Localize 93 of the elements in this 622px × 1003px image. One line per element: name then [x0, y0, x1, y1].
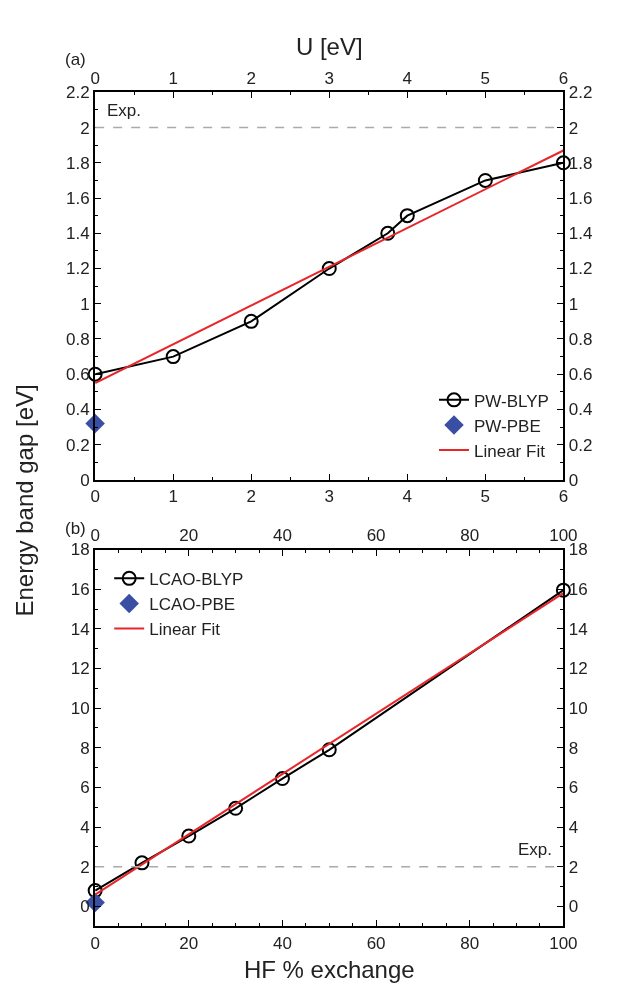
point: [87, 883, 103, 899]
point: [380, 225, 396, 241]
x-tick-label: 40: [272, 525, 292, 545]
y2-tick-label: 16: [568, 580, 588, 600]
point: [477, 172, 493, 188]
y2-tick-label: 2.2: [568, 83, 593, 103]
y-tick-label: 0.6: [66, 365, 90, 385]
y2-tick-label: 0.2: [568, 435, 593, 455]
legend-label: PW-BLYP: [474, 391, 549, 411]
ref-line-label: Exp.: [107, 101, 142, 120]
y-tick-label: 0: [80, 897, 90, 917]
y-tick-label: 0.8: [66, 329, 90, 349]
y-tick-label: 1: [80, 294, 90, 314]
point: [134, 855, 150, 871]
y2-tick-label: 1.8: [568, 153, 593, 173]
y-tick-label: 4: [80, 818, 90, 838]
y2-tick-label: 0.8: [568, 329, 593, 349]
y2-tick-label: 8: [568, 738, 579, 758]
ref-line-label: Exp.: [518, 840, 553, 859]
y2-tick-label: 12: [568, 659, 588, 679]
y-tick-label: 8: [80, 738, 90, 758]
point: [274, 771, 290, 787]
y-axis-title: Energy band gap [eV]: [10, 384, 38, 617]
x-tick-label: 6: [558, 68, 569, 88]
x2-tick-label: 4: [402, 487, 413, 507]
legend-label: LCAO-BLYP: [149, 569, 244, 589]
text: (a): [65, 50, 86, 69]
x2-tick-label: 5: [480, 487, 491, 507]
y2-tick-label: 1.2: [568, 259, 593, 279]
x2-axis-title: U [eV]: [295, 33, 363, 61]
point: [321, 742, 337, 758]
point: [399, 208, 415, 224]
y-tick-label: 6: [80, 778, 90, 798]
x2-tick-label: 1: [168, 487, 178, 507]
x-tick-label: 2: [246, 68, 256, 88]
y-tick-label: 0.2: [66, 435, 90, 455]
point: [321, 261, 337, 277]
point: [228, 800, 244, 816]
point: [243, 313, 259, 329]
y-tick-label: 2: [80, 118, 90, 138]
y2-tick-label: 18: [568, 540, 588, 560]
y-tick-label: 1.8: [66, 153, 90, 173]
y2-tick-label: 10: [568, 699, 588, 719]
y2-tick-label: 2: [568, 118, 579, 138]
x2-tick-label: 80: [460, 933, 480, 953]
y-tick-label: 0.4: [66, 400, 90, 420]
legend-label: Linear Fit: [149, 620, 221, 640]
y2-tick-label: 1.4: [568, 224, 593, 244]
y2-tick-label: 1: [568, 294, 579, 314]
x-tick-label: 20: [179, 525, 199, 545]
x-tick-label: 5: [480, 68, 491, 88]
x2-tick-label: 2: [246, 487, 256, 507]
y2-tick-label: 0.6: [568, 365, 593, 385]
y-tick-label: 1.4: [66, 224, 90, 244]
point: [555, 155, 571, 171]
point: [555, 582, 571, 598]
legend-label: Linear Fit: [474, 441, 546, 461]
x2-tick-label: 40: [272, 933, 292, 953]
y-tick-label: 14: [70, 619, 90, 639]
x-tick-label: 1: [168, 68, 178, 88]
y2-tick-label: 1.6: [568, 189, 593, 208]
y-tick-label: 16: [70, 580, 90, 600]
y-tick-label: 1.6: [66, 189, 90, 208]
y2-tick-label: 0: [568, 897, 579, 917]
y-tick-label: 18: [70, 540, 90, 560]
y2-tick-label: 0.4: [568, 400, 593, 420]
y-tick-label: 2.2: [66, 83, 90, 103]
x-axis-title: HF % exchange: [243, 956, 415, 984]
x-tick-label: 60: [366, 525, 386, 545]
x2-tick-label: 20: [179, 933, 199, 953]
x2-tick-label: 100: [549, 933, 578, 953]
legend-label: LCAO-PBE: [149, 595, 236, 615]
y-tick-label: 10: [70, 699, 90, 719]
point: [87, 366, 103, 382]
text: (b): [65, 519, 86, 538]
y2-tick-label: 4: [568, 818, 579, 838]
x-tick-label: 4: [402, 68, 413, 88]
point: [165, 349, 181, 365]
y2-tick-label: 6: [568, 778, 579, 798]
y2-tick-label: 14: [568, 619, 588, 639]
y-tick-label: 1.2: [66, 259, 90, 279]
x-tick-label: 80: [460, 525, 480, 545]
x2-tick-label: 60: [366, 933, 386, 953]
y2-tick-label: 2: [568, 857, 579, 877]
y-tick-label: 12: [70, 659, 90, 679]
y-tick-label: 2: [80, 857, 90, 877]
y2-tick-label: 0: [568, 470, 579, 490]
x2-tick-label: 6: [558, 487, 569, 507]
point: [181, 828, 197, 844]
x-tick-label: 3: [324, 68, 334, 88]
y-tick-label: 0: [80, 470, 90, 490]
x2-tick-label: 3: [324, 487, 334, 507]
legend-label: PW-PBE: [474, 416, 541, 436]
